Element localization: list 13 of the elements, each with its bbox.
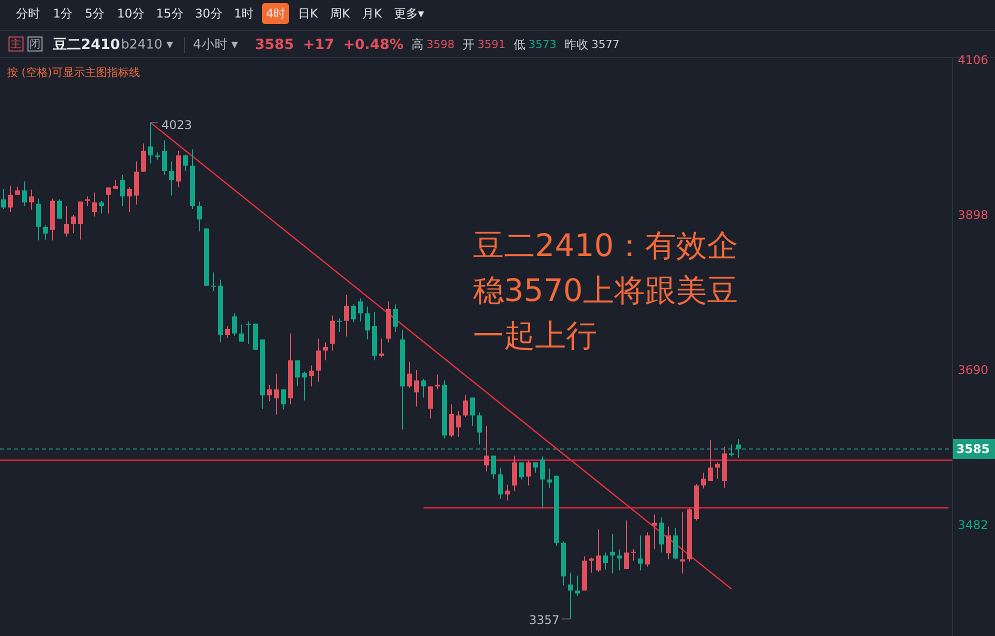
y-tick-label: 3898 <box>958 208 988 222</box>
y-tick-label: 3690 <box>958 363 988 377</box>
chart-title: 豆二2410 <box>52 36 120 53</box>
annotation: 按 (空格)可显示主图指标线 <box>7 66 140 80</box>
ref-line-label: 3585 <box>956 442 990 456</box>
y-tick-label: 3482 <box>958 518 988 532</box>
annotation: 豆二2410：有效企稳3570上将跟美豆一起上行 <box>473 228 738 354</box>
header: 分时 1分 5分 10分 15分 30分 1时 4时 日K 周K 月K 更多▾ 主 闭 豆二2410b2410 ▾ 4小时 ▾ 3585 +17 +0.48% 高 3598 开 3591 低 3573 昨收 3577 按 (空格)可显示主图指标线 <box>7 3 620 80</box>
info: 主 闭 豆二2410b2410 ▾ 4小时 ▾ 3585 +17 +0.48% 高 3598 开 3591 低 3573 昨收 3577 <box>8 36 620 54</box>
annotation: 3357 <box>528 613 560 628</box>
toolbar: 分时 1分 5分 10分 15分 30分 1时 4时 日K 周K 月K 更多▾ <box>16 3 424 24</box>
y-tick-label: 4106 <box>958 53 988 68</box>
annotation: 4023 <box>162 118 192 132</box>
